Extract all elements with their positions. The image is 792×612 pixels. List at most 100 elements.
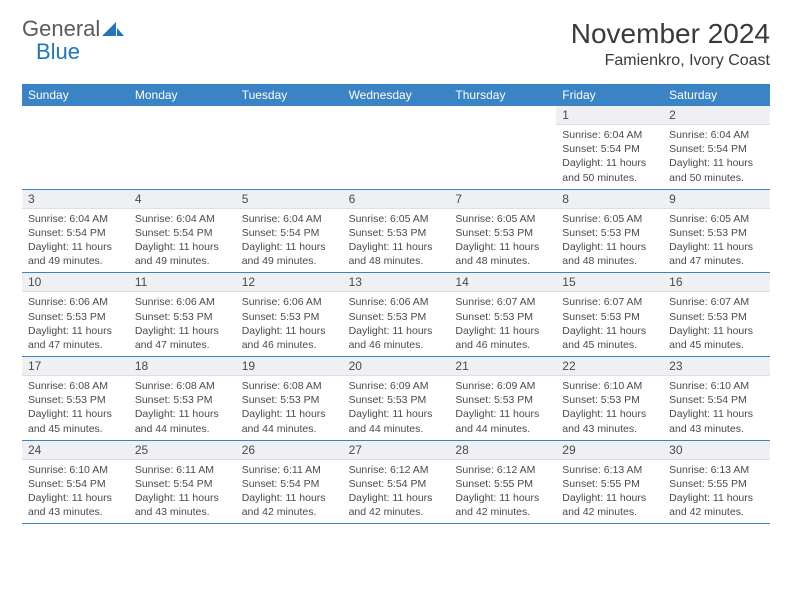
sunset-text: Sunset: 5:53 PM bbox=[135, 393, 230, 407]
day-number: 29 bbox=[556, 441, 663, 460]
day-body: Sunrise: 6:07 AMSunset: 5:53 PMDaylight:… bbox=[449, 292, 556, 356]
daylight-text: Daylight: 11 hours and 46 minutes. bbox=[455, 324, 550, 352]
logo-word-blue: Blue bbox=[36, 41, 80, 63]
day-number: 4 bbox=[129, 190, 236, 209]
sunrise-text: Sunrise: 6:05 AM bbox=[669, 212, 764, 226]
sunset-text: Sunset: 5:55 PM bbox=[562, 477, 657, 491]
sunrise-text: Sunrise: 6:05 AM bbox=[562, 212, 657, 226]
daylight-text: Daylight: 11 hours and 49 minutes. bbox=[242, 240, 337, 268]
day-body: Sunrise: 6:13 AMSunset: 5:55 PMDaylight:… bbox=[556, 460, 663, 524]
day-cell: 26Sunrise: 6:11 AMSunset: 5:54 PMDayligh… bbox=[236, 441, 343, 524]
daylight-text: Daylight: 11 hours and 44 minutes. bbox=[349, 407, 444, 435]
day-cell: 18Sunrise: 6:08 AMSunset: 5:53 PMDayligh… bbox=[129, 357, 236, 440]
day-cell: 8Sunrise: 6:05 AMSunset: 5:53 PMDaylight… bbox=[556, 190, 663, 273]
day-body: Sunrise: 6:11 AMSunset: 5:54 PMDaylight:… bbox=[129, 460, 236, 524]
brand-logo: General Blue bbox=[22, 18, 124, 64]
day-body: Sunrise: 6:05 AMSunset: 5:53 PMDaylight:… bbox=[449, 209, 556, 273]
day-cell: 25Sunrise: 6:11 AMSunset: 5:54 PMDayligh… bbox=[129, 441, 236, 524]
sunrise-text: Sunrise: 6:06 AM bbox=[242, 295, 337, 309]
daylight-text: Daylight: 11 hours and 45 minutes. bbox=[28, 407, 123, 435]
sunset-text: Sunset: 5:53 PM bbox=[242, 310, 337, 324]
day-body: Sunrise: 6:09 AMSunset: 5:53 PMDaylight:… bbox=[343, 376, 450, 440]
day-cell: 5Sunrise: 6:04 AMSunset: 5:54 PMDaylight… bbox=[236, 190, 343, 273]
week-row: 1Sunrise: 6:04 AMSunset: 5:54 PMDaylight… bbox=[22, 106, 770, 190]
sunrise-text: Sunrise: 6:10 AM bbox=[28, 463, 123, 477]
weekday-header: Thursday bbox=[449, 84, 556, 106]
sunset-text: Sunset: 5:54 PM bbox=[562, 142, 657, 156]
logo-word-general: General bbox=[22, 18, 100, 40]
sunrise-text: Sunrise: 6:09 AM bbox=[349, 379, 444, 393]
day-body: Sunrise: 6:08 AMSunset: 5:53 PMDaylight:… bbox=[22, 376, 129, 440]
weekday-header: Sunday bbox=[22, 84, 129, 106]
sunset-text: Sunset: 5:53 PM bbox=[135, 310, 230, 324]
day-body: Sunrise: 6:10 AMSunset: 5:53 PMDaylight:… bbox=[556, 376, 663, 440]
day-number: 18 bbox=[129, 357, 236, 376]
day-body: Sunrise: 6:05 AMSunset: 5:53 PMDaylight:… bbox=[663, 209, 770, 273]
daylight-text: Daylight: 11 hours and 43 minutes. bbox=[135, 491, 230, 519]
sunset-text: Sunset: 5:54 PM bbox=[135, 477, 230, 491]
sunrise-text: Sunrise: 6:04 AM bbox=[135, 212, 230, 226]
weeks-container: 1Sunrise: 6:04 AMSunset: 5:54 PMDaylight… bbox=[22, 106, 770, 524]
sunrise-text: Sunrise: 6:10 AM bbox=[669, 379, 764, 393]
sunset-text: Sunset: 5:53 PM bbox=[455, 310, 550, 324]
day-cell bbox=[449, 106, 556, 189]
day-body: Sunrise: 6:09 AMSunset: 5:53 PMDaylight:… bbox=[449, 376, 556, 440]
sunset-text: Sunset: 5:55 PM bbox=[669, 477, 764, 491]
day-number: 16 bbox=[663, 273, 770, 292]
day-cell: 23Sunrise: 6:10 AMSunset: 5:54 PMDayligh… bbox=[663, 357, 770, 440]
sunset-text: Sunset: 5:53 PM bbox=[455, 226, 550, 240]
day-cell: 21Sunrise: 6:09 AMSunset: 5:53 PMDayligh… bbox=[449, 357, 556, 440]
daylight-text: Daylight: 11 hours and 49 minutes. bbox=[28, 240, 123, 268]
day-number: 28 bbox=[449, 441, 556, 460]
sail-icon bbox=[102, 20, 124, 41]
location-label: Famienkro, Ivory Coast bbox=[571, 52, 770, 70]
week-row: 24Sunrise: 6:10 AMSunset: 5:54 PMDayligh… bbox=[22, 441, 770, 525]
day-number: 24 bbox=[22, 441, 129, 460]
sunset-text: Sunset: 5:54 PM bbox=[669, 393, 764, 407]
day-number: 14 bbox=[449, 273, 556, 292]
sunset-text: Sunset: 5:53 PM bbox=[349, 393, 444, 407]
day-cell: 27Sunrise: 6:12 AMSunset: 5:54 PMDayligh… bbox=[343, 441, 450, 524]
sunset-text: Sunset: 5:55 PM bbox=[455, 477, 550, 491]
daylight-text: Daylight: 11 hours and 43 minutes. bbox=[28, 491, 123, 519]
day-number: 8 bbox=[556, 190, 663, 209]
daylight-text: Daylight: 11 hours and 42 minutes. bbox=[669, 491, 764, 519]
day-number: 15 bbox=[556, 273, 663, 292]
sunset-text: Sunset: 5:54 PM bbox=[669, 142, 764, 156]
day-body: Sunrise: 6:05 AMSunset: 5:53 PMDaylight:… bbox=[343, 209, 450, 273]
day-cell: 3Sunrise: 6:04 AMSunset: 5:54 PMDaylight… bbox=[22, 190, 129, 273]
day-number: 17 bbox=[22, 357, 129, 376]
day-body: Sunrise: 6:04 AMSunset: 5:54 PMDaylight:… bbox=[556, 125, 663, 189]
day-number: 20 bbox=[343, 357, 450, 376]
daylight-text: Daylight: 11 hours and 48 minutes. bbox=[349, 240, 444, 268]
day-body: Sunrise: 6:05 AMSunset: 5:53 PMDaylight:… bbox=[556, 209, 663, 273]
sunrise-text: Sunrise: 6:04 AM bbox=[242, 212, 337, 226]
day-cell: 12Sunrise: 6:06 AMSunset: 5:53 PMDayligh… bbox=[236, 273, 343, 356]
day-body: Sunrise: 6:13 AMSunset: 5:55 PMDaylight:… bbox=[663, 460, 770, 524]
day-cell: 15Sunrise: 6:07 AMSunset: 5:53 PMDayligh… bbox=[556, 273, 663, 356]
day-number: 23 bbox=[663, 357, 770, 376]
day-cell bbox=[343, 106, 450, 189]
daylight-text: Daylight: 11 hours and 44 minutes. bbox=[242, 407, 337, 435]
day-body: Sunrise: 6:07 AMSunset: 5:53 PMDaylight:… bbox=[556, 292, 663, 356]
sunset-text: Sunset: 5:53 PM bbox=[455, 393, 550, 407]
sunrise-text: Sunrise: 6:07 AM bbox=[455, 295, 550, 309]
day-cell: 1Sunrise: 6:04 AMSunset: 5:54 PMDaylight… bbox=[556, 106, 663, 189]
day-cell: 14Sunrise: 6:07 AMSunset: 5:53 PMDayligh… bbox=[449, 273, 556, 356]
daylight-text: Daylight: 11 hours and 42 minutes. bbox=[349, 491, 444, 519]
daylight-text: Daylight: 11 hours and 45 minutes. bbox=[562, 324, 657, 352]
sunrise-text: Sunrise: 6:13 AM bbox=[669, 463, 764, 477]
day-number: 12 bbox=[236, 273, 343, 292]
daylight-text: Daylight: 11 hours and 46 minutes. bbox=[349, 324, 444, 352]
day-body: Sunrise: 6:04 AMSunset: 5:54 PMDaylight:… bbox=[22, 209, 129, 273]
week-row: 10Sunrise: 6:06 AMSunset: 5:53 PMDayligh… bbox=[22, 273, 770, 357]
sunrise-text: Sunrise: 6:04 AM bbox=[562, 128, 657, 142]
sunset-text: Sunset: 5:53 PM bbox=[669, 310, 764, 324]
day-body: Sunrise: 6:12 AMSunset: 5:55 PMDaylight:… bbox=[449, 460, 556, 524]
daylight-text: Daylight: 11 hours and 44 minutes. bbox=[455, 407, 550, 435]
sunrise-text: Sunrise: 6:06 AM bbox=[135, 295, 230, 309]
daylight-text: Daylight: 11 hours and 42 minutes. bbox=[242, 491, 337, 519]
day-number: 19 bbox=[236, 357, 343, 376]
sunset-text: Sunset: 5:54 PM bbox=[135, 226, 230, 240]
day-number: 1 bbox=[556, 106, 663, 125]
